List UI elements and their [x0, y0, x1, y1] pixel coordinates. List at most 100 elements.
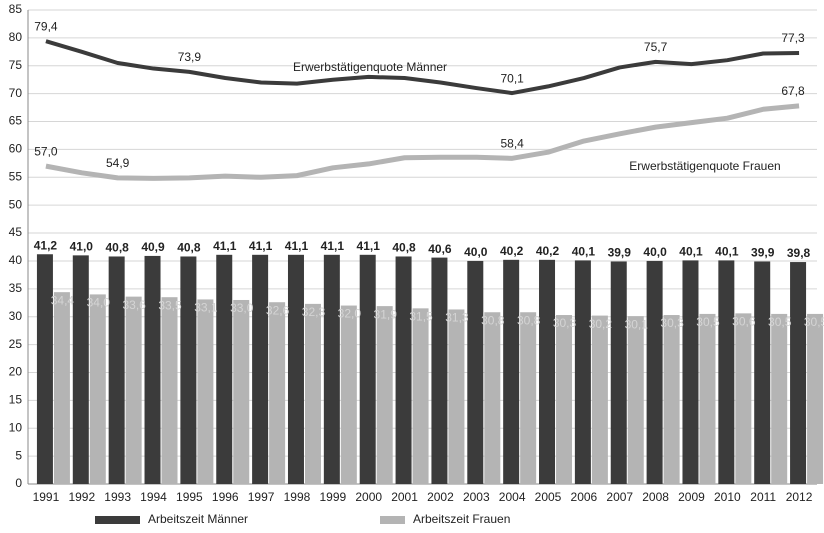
bar-value-label: 30,8	[481, 313, 505, 327]
line-value-label: 67,8	[781, 84, 805, 98]
x-tick-label: 2009	[678, 490, 705, 504]
bar	[718, 260, 735, 484]
bar	[216, 254, 233, 484]
bar	[72, 255, 89, 484]
bar-value-label: 40,2	[500, 244, 524, 258]
bar-value-label: 40,1	[572, 245, 596, 259]
y-tick-label: 10	[9, 420, 23, 434]
x-tick-label: 2006	[571, 490, 598, 504]
bar-value-label: 41,2	[34, 238, 58, 252]
bar-value-label: 40,0	[464, 245, 488, 259]
y-tick-label: 30	[9, 309, 23, 323]
legend-swatch	[95, 516, 140, 524]
line-value-label: 77,3	[781, 31, 805, 45]
bar	[503, 259, 520, 484]
bar	[36, 254, 53, 484]
x-tick-label: 2012	[786, 490, 813, 504]
line-value-label: 73,9	[178, 50, 202, 64]
bar-value-label: 39,9	[751, 246, 775, 260]
x-tick-label: 2005	[535, 490, 562, 504]
bar	[699, 313, 716, 484]
bar-value-label: 34,4	[51, 293, 75, 307]
bar	[627, 316, 644, 484]
line-series-label: Erwerbstätigenquote Männer	[293, 60, 447, 74]
bar-value-label: 41,1	[357, 239, 381, 253]
bar	[287, 254, 304, 484]
bar	[663, 315, 680, 484]
bar-value-label: 31,3	[445, 311, 469, 325]
y-tick-label: 15	[9, 393, 23, 407]
bar-value-label: 40,2	[536, 244, 560, 258]
bar-value-label: 33,1	[194, 301, 218, 315]
y-tick-label: 40	[9, 253, 23, 267]
bar	[395, 256, 412, 484]
y-tick-label: 65	[9, 114, 23, 128]
line-series-label: Erwerbstätigenquote Frauen	[629, 159, 780, 173]
bar-value-label: 30,3	[660, 316, 684, 330]
bar-value-label: 33,6	[122, 298, 146, 312]
bar-value-label: 39,9	[608, 246, 632, 260]
bar	[431, 257, 448, 484]
bar	[807, 313, 824, 484]
bar	[539, 259, 556, 484]
bar-value-label: 30,5	[696, 315, 720, 329]
bar	[376, 306, 393, 484]
y-tick-label: 85	[9, 2, 23, 16]
bar	[323, 254, 340, 484]
x-tick-label: 2003	[463, 490, 490, 504]
x-tick-label: 2008	[642, 490, 669, 504]
bar-value-label: 30,3	[553, 316, 577, 330]
y-tick-label: 0	[15, 476, 22, 490]
x-tick-label: 1999	[319, 490, 346, 504]
bar-value-label: 40,0	[643, 245, 667, 259]
y-tick-label: 45	[9, 225, 23, 239]
bar	[574, 260, 591, 484]
bar-value-label: 30,8	[517, 313, 541, 327]
line-value-label: 57,0	[34, 144, 58, 158]
bar	[646, 260, 663, 484]
bar-value-label: 30,2	[589, 317, 613, 331]
bar-value-label: 40,9	[141, 240, 165, 254]
legend-swatch	[380, 516, 405, 524]
bar	[125, 296, 142, 484]
bar-value-label: 33,0	[230, 301, 254, 315]
x-tick-label: 1991	[33, 490, 60, 504]
bar-value-label: 39,8	[787, 246, 811, 260]
bar	[89, 294, 106, 484]
bar-value-label: 31,9	[374, 307, 398, 321]
y-tick-label: 70	[9, 86, 23, 100]
bar	[754, 261, 771, 484]
bar	[467, 260, 484, 484]
x-tick-label: 1995	[176, 490, 203, 504]
x-tick-label: 2000	[355, 490, 382, 504]
bar	[144, 255, 161, 484]
bar-value-label: 31,5	[409, 310, 433, 324]
y-tick-label: 20	[9, 365, 23, 379]
bar	[252, 254, 269, 484]
x-tick-label: 2002	[427, 490, 454, 504]
bar	[771, 313, 788, 484]
bar-value-label: 34,0	[87, 296, 111, 310]
bar	[591, 315, 608, 484]
bar-value-label: 41,0	[70, 240, 94, 254]
bar-value-label: 41,1	[213, 239, 237, 253]
bar-value-label: 40,6	[428, 242, 452, 256]
bar	[197, 299, 214, 484]
x-tick-label: 2011	[750, 490, 776, 504]
bar-value-label: 30,1	[625, 317, 649, 331]
bar-value-label: 32,0	[338, 307, 362, 321]
bar	[610, 261, 627, 484]
x-tick-label: 2010	[714, 490, 741, 504]
bar-value-label: 40,8	[105, 241, 129, 255]
x-tick-label: 1992	[68, 490, 95, 504]
x-tick-label: 1993	[104, 490, 131, 504]
bar	[359, 254, 376, 484]
bar	[304, 303, 321, 484]
bar	[180, 256, 197, 484]
bar	[161, 297, 178, 484]
legend-label: Arbeitszeit Frauen	[413, 512, 510, 526]
line-series	[45, 39, 800, 96]
bar-value-label: 32,6	[266, 303, 290, 317]
bar	[484, 312, 501, 484]
bar	[682, 260, 699, 484]
